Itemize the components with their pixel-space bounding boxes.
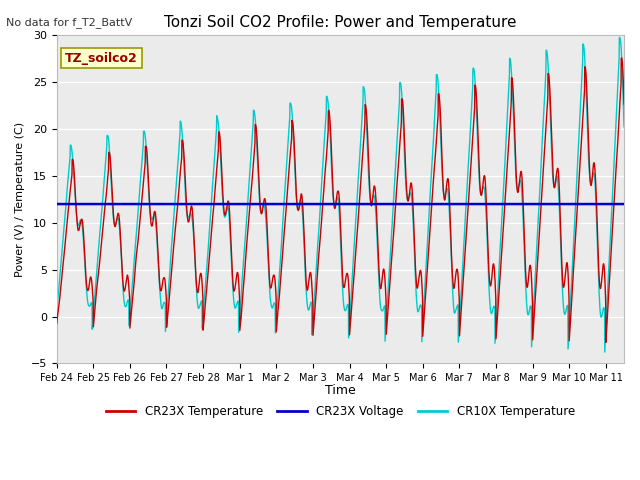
Title: Tonzi Soil CO2 Profile: Power and Temperature: Tonzi Soil CO2 Profile: Power and Temper… <box>164 15 516 30</box>
Legend: CR23X Temperature, CR23X Voltage, CR10X Temperature: CR23X Temperature, CR23X Voltage, CR10X … <box>101 401 580 423</box>
Text: No data for f_T2_BattV: No data for f_T2_BattV <box>6 17 132 28</box>
Text: TZ_soilco2: TZ_soilco2 <box>65 52 138 65</box>
X-axis label: Time: Time <box>325 384 356 397</box>
Y-axis label: Power (V) / Temperature (C): Power (V) / Temperature (C) <box>15 122 25 277</box>
